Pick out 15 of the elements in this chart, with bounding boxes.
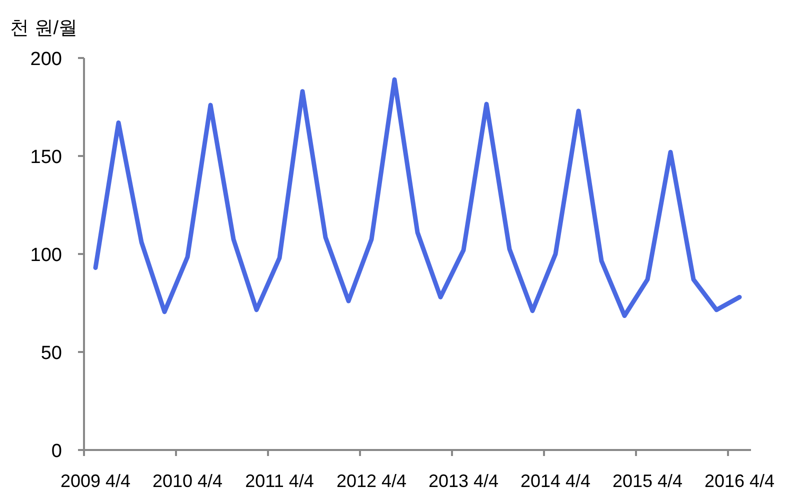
y-tick-label: 50: [40, 343, 62, 364]
y-tick-label: 0: [51, 441, 62, 462]
y-tick-label: 100: [30, 245, 62, 266]
x-tick-label: 2013 4/4: [428, 471, 499, 491]
y-axis-title: 천 원/월: [10, 18, 78, 39]
x-tick-label: 2009 4/4: [60, 471, 131, 491]
line-series: [93, 77, 742, 318]
x-tick-label: 2015 4/4: [612, 471, 683, 491]
x-tick-label: 2012 4/4: [336, 471, 407, 491]
y-tick-label: 200: [30, 49, 62, 70]
x-tick-label: 2011 4/4: [245, 471, 314, 491]
x-tick-label: 2016 4/4: [704, 471, 775, 491]
x-tick-label: 2014 4/4: [520, 471, 591, 491]
x-tick-label: 2010 4/4: [152, 471, 223, 491]
y-tick-label: 150: [30, 147, 62, 168]
